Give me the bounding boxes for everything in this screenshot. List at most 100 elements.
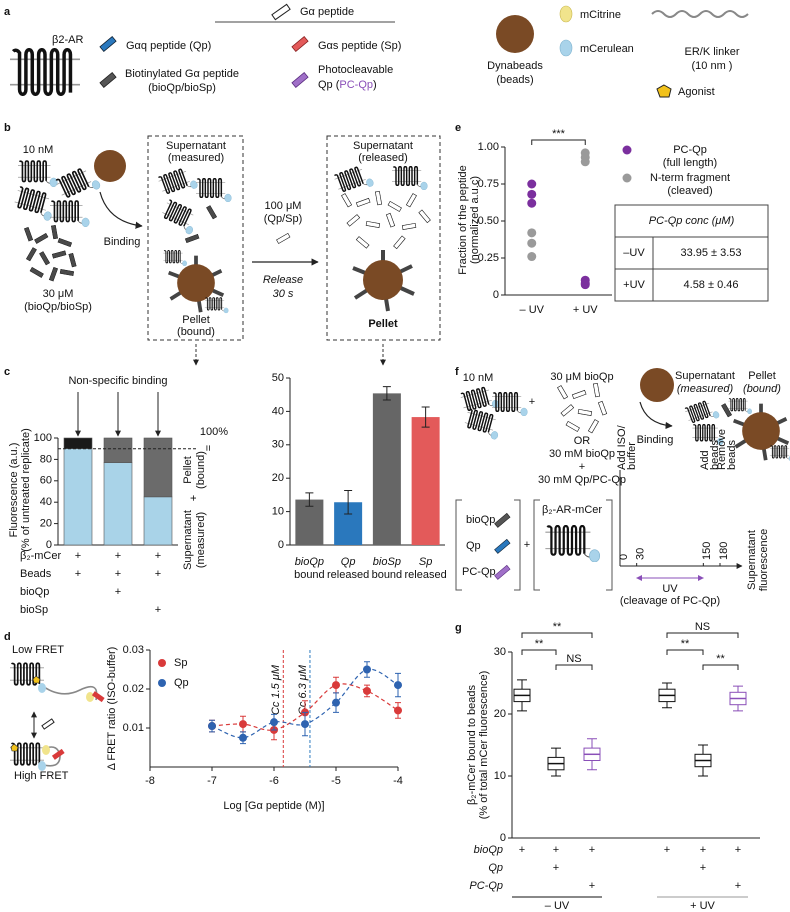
label: 100 μM (265, 200, 302, 212)
label: Dynabeads (487, 60, 543, 72)
condition-mark: + (155, 550, 161, 562)
label: (bioQp/bioSp) (148, 82, 216, 94)
condition-mark: + (519, 844, 525, 856)
label: Low FRET (12, 644, 64, 656)
condition-mark: + (155, 568, 161, 580)
label: OR (574, 435, 591, 447)
condition-label: Qp (488, 862, 503, 874)
significance-label: ** (681, 638, 690, 650)
group-label: – UV (545, 900, 570, 912)
workflow-b-shapes (12, 135, 441, 366)
y-tick-label: 10 (494, 770, 506, 782)
label: 10 nM (23, 144, 54, 156)
y-axis-label: Δ FRET ratio (ISO-buffer) (106, 647, 118, 771)
x-tick-label: bound (372, 569, 403, 581)
label: Gαs peptide (Sp) (318, 40, 401, 52)
label-part: Qp ( (318, 79, 340, 91)
y-tick-label: 60 (40, 475, 52, 487)
label: 10 nM (463, 372, 494, 384)
panel-label: c (4, 366, 10, 378)
bar-segment (63, 448, 93, 546)
y-tick-label: 50 (272, 372, 284, 384)
y-tick-label: 20 (40, 518, 52, 530)
condition-label: PC-Qp (469, 880, 503, 892)
timeline-event: beads (726, 440, 738, 470)
label-part: ) (373, 79, 377, 91)
condition-label: Beads (20, 568, 52, 580)
label: (bound) (177, 326, 215, 338)
label: 30 mM bioQp (549, 448, 615, 460)
label: ER/K linker (684, 46, 739, 58)
bar-segment (103, 462, 133, 546)
y-tick-label: 30 (272, 439, 284, 451)
legend-label: N-term fragment (650, 172, 730, 184)
y-tick-label: 0.25 (478, 252, 499, 264)
label: Gαq peptide (Qp) (126, 40, 211, 52)
point (527, 228, 537, 238)
label: (measured) (168, 152, 224, 164)
error-bar (305, 492, 314, 507)
x-tick-label: -8 (145, 775, 155, 787)
x-tick-label: -7 (207, 775, 217, 787)
label: (bound) (743, 383, 781, 395)
panel-label: e (455, 122, 461, 134)
legend-label: Qp (174, 677, 189, 689)
y-tick-label: 0.03 (123, 644, 144, 656)
condition-mark: + (75, 550, 81, 562)
error-bar (382, 386, 391, 401)
error-bar (421, 406, 430, 428)
x-tick-label: – UV (520, 304, 545, 316)
label: + (188, 495, 200, 501)
point (580, 280, 590, 290)
timeline-tick-label: 30 (635, 548, 647, 560)
panel-label: b (4, 122, 11, 134)
legend-label: (cleaved) (667, 185, 712, 197)
y-axis-label: (% of total mCer fluorescence) (478, 671, 490, 820)
legend-marker (622, 173, 632, 183)
label: β2-AR (52, 34, 83, 46)
significance-label: *** (552, 128, 566, 140)
table-cell: 4.58 ± 0.46 (684, 279, 739, 291)
condition-mark: + (115, 568, 121, 580)
label: Qp (PC-Qp) (318, 79, 377, 91)
y-tick-label: 0.02 (123, 683, 144, 695)
annotation: Cc 6.3 μM (297, 664, 309, 715)
timeline-event: Add ISO/ (616, 424, 628, 470)
label: (bioQp/bioSp) (24, 301, 92, 313)
label: Supernatant (353, 140, 413, 152)
label: (measured) (677, 383, 734, 395)
label: Release (263, 274, 303, 286)
whisker (551, 747, 561, 777)
x-tick-label: Sp (419, 556, 432, 568)
x-tick-label: + UV (573, 304, 598, 316)
x-tick-label: -5 (331, 775, 341, 787)
label: bioQp (466, 514, 495, 526)
label: Binding (637, 434, 674, 446)
point (332, 698, 340, 707)
y-axis-label: (normalized a.u.c) (469, 176, 481, 264)
condition-mark: + (735, 880, 741, 892)
bar (411, 417, 440, 545)
label: (beads) (496, 74, 533, 86)
legend-marker (158, 659, 166, 667)
y-tick-label: 40 (40, 496, 52, 508)
whisker (517, 679, 527, 712)
whisker (662, 682, 672, 709)
whisker (698, 744, 708, 777)
point (527, 252, 537, 262)
label: Binding (104, 236, 141, 248)
significance-bracket (521, 649, 557, 655)
legend-label: Sp (174, 657, 187, 669)
y-axis-label: β₂-mCer bound to beads (466, 684, 478, 805)
significance-bracket (666, 632, 739, 638)
y-tick-label: 30 (494, 646, 506, 658)
label: UV (662, 583, 678, 595)
point (527, 179, 537, 189)
legend-label: Supernatant (182, 510, 194, 570)
whisker (587, 738, 597, 771)
error-bar (344, 490, 353, 515)
label: 30 μM (43, 288, 74, 300)
y-tick-label: 100 (34, 432, 52, 444)
y-tick-label: 0.75 (478, 178, 499, 190)
condition-label: bioQp (20, 586, 49, 598)
